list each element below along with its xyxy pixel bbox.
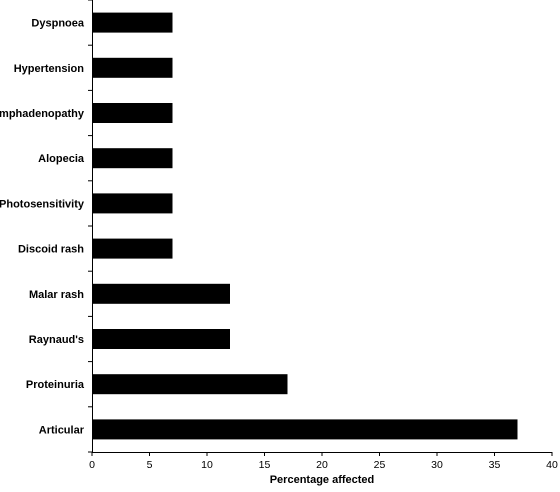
x-tick-label-5: 5 [147, 459, 153, 471]
bar-proteinuria [92, 374, 288, 395]
category-label-photosensitivity: Photosensitivity [0, 198, 85, 210]
bar-raynaud-s [92, 329, 230, 349]
x-tick-label-20: 20 [316, 459, 328, 471]
category-label-alopecia: Alopecia [38, 153, 85, 165]
x-axis-title: Percentage affected [270, 474, 375, 486]
category-label-raynaud-s: Raynaud's [29, 334, 84, 346]
x-axis-ticks: 0 5 10 15 20 25 30 35 40 [89, 452, 558, 471]
bar-hypertension [92, 57, 173, 78]
bar-articular [92, 419, 518, 440]
category-label-proteinuria: Proteinuria [26, 379, 85, 391]
bar-dyspnoea [92, 12, 173, 33]
category-label-lymphadenopathy: Lymphadenopathy [0, 108, 85, 120]
category-label-hypertension: Hypertension [14, 63, 85, 75]
bar-alopecia [92, 148, 173, 169]
y-axis-ticks [88, 0, 92, 453]
x-tick-label-40: 40 [546, 459, 558, 471]
x-tick-label-0: 0 [89, 459, 95, 471]
category-labels: Dyspnoea Hypertension Lymphadenopathy Alope… [0, 18, 85, 437]
bar-photosensitivity [92, 193, 173, 214]
category-label-malar-rash: Malar rash [29, 289, 84, 301]
x-tick-label-10: 10 [201, 459, 213, 471]
bar-lymphadenopathy [92, 103, 173, 123]
x-tick-label-25: 25 [374, 459, 386, 471]
category-label-articular: Articular [39, 424, 85, 436]
x-tick-label-35: 35 [489, 459, 501, 471]
bar-discoid-rash [92, 238, 173, 259]
category-label-dyspnoea: Dyspnoea [31, 18, 84, 30]
x-tick-label-30: 30 [431, 459, 443, 471]
x-tick-label-15: 15 [259, 459, 271, 471]
bar-malar-rash [92, 283, 230, 304]
bars-group [92, 12, 518, 440]
category-label-discoid-rash: Discoid rash [18, 244, 84, 256]
